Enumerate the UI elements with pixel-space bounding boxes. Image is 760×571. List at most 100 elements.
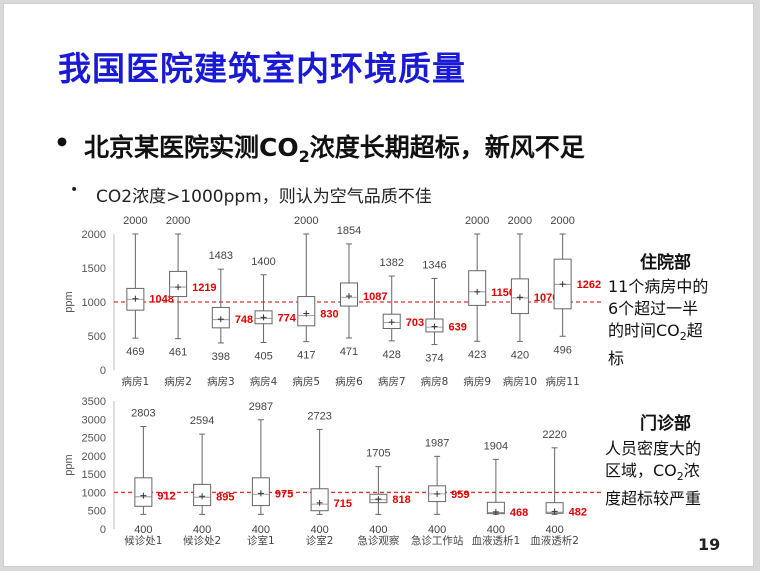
y-tick-label: 1500 <box>82 469 106 481</box>
max-label: 1346 <box>422 259 446 271</box>
outpatient-line-sub: 2 <box>676 470 684 484</box>
category-label: 血液透析1 <box>472 534 521 547</box>
bullet-dot: • <box>54 128 70 157</box>
max-label: 2000 <box>465 215 489 227</box>
outpatient-text: 人员密度大的 区域，CO2浓 度超标较严重 <box>605 438 701 510</box>
inpatient-line: 6个超过一半 <box>608 299 699 318</box>
outpatient-line-a: 区域，CO <box>605 461 677 480</box>
min-label: 400 <box>369 524 387 536</box>
min-label: 400 <box>545 524 563 536</box>
box <box>169 270 188 298</box>
min-label: 469 <box>126 346 144 358</box>
min-label: 400 <box>252 524 270 536</box>
mean-label: 895 <box>216 491 234 503</box>
inpatient-line: 标 <box>608 349 625 369</box>
max-label: 2594 <box>190 415 214 427</box>
y-axis-label: ppm <box>63 291 75 312</box>
category-label: 诊室1 <box>247 534 275 547</box>
category-label: 病房9 <box>463 375 491 388</box>
inpatient-line: 11个病房中的 <box>608 277 709 296</box>
mean-label: 482 <box>569 506 587 518</box>
mean-label: 818 <box>392 494 410 506</box>
y-tick-label: 3500 <box>82 396 106 408</box>
bullet-main-text: 北京某医院实测CO2浓度长期超标，新风不足 <box>84 128 585 166</box>
mean-label: 703 <box>406 317 424 329</box>
outpatient-line: 区域，CO2浓 <box>605 460 701 488</box>
bullet-main-text-b: 浓度长期超标，新风不足 <box>309 133 585 162</box>
category-label: 血液透析2 <box>530 534 579 547</box>
inpatient-heading: 住院部 <box>640 253 691 273</box>
mean-label: 1219 <box>192 282 216 294</box>
min-label: 471 <box>340 346 358 358</box>
y-tick-label: 0 <box>100 524 106 536</box>
mean-label: 959 <box>451 489 469 501</box>
outpatient-line: 人员密度大的 <box>605 439 702 458</box>
bullet-main-text-a: 北京某医院实测CO <box>84 133 299 162</box>
min-label: 400 <box>134 524 152 536</box>
min-label: 428 <box>383 349 401 361</box>
inpatient-line-sub: 2 <box>679 330 687 344</box>
y-tick-label: 0 <box>100 365 106 377</box>
mean-label: 1048 <box>149 294 173 306</box>
min-label: 496 <box>553 344 571 356</box>
min-label: 420 <box>511 349 529 361</box>
category-label: 病房3 <box>207 375 235 388</box>
category-label: 急诊观察 <box>357 534 399 547</box>
category-label: 候诊处2 <box>183 534 221 547</box>
max-label: 2723 <box>307 410 331 422</box>
y-axis-label: ppm <box>63 454 75 475</box>
box <box>310 488 329 512</box>
mean-label: 1070 <box>534 292 558 304</box>
inpatient-line: 的时间CO2超 <box>608 320 708 348</box>
box <box>468 270 487 306</box>
mean-label: 975 <box>275 488 293 500</box>
y-tick-label: 1500 <box>82 263 106 275</box>
max-label: 1382 <box>379 257 403 269</box>
min-label: 400 <box>487 524 505 536</box>
mean-label: 748 <box>235 314 253 326</box>
min-label: 400 <box>193 524 211 536</box>
min-label: 461 <box>169 347 187 359</box>
slide: 我国医院建筑室内环境质量 • 北京某医院实测CO2浓度长期超标，新风不足 • C… <box>3 3 754 567</box>
mean-label: 774 <box>278 312 297 324</box>
max-label: 2987 <box>249 401 273 413</box>
max-label: 1400 <box>251 256 275 268</box>
max-label: 1987 <box>425 437 449 449</box>
min-label: 405 <box>254 350 272 362</box>
max-label: 2000 <box>508 215 532 227</box>
mean-label: 1262 <box>577 279 601 291</box>
y-tick-label: 2000 <box>82 451 106 463</box>
y-tick-label: 500 <box>88 331 106 343</box>
category-label: 病房1 <box>122 375 150 388</box>
y-tick-label: 3000 <box>82 414 106 426</box>
category-label: 病房11 <box>545 375 579 388</box>
category-label: 诊室2 <box>306 534 334 547</box>
max-label: 1705 <box>366 448 390 460</box>
max-label: 1904 <box>484 440 508 452</box>
page-number: 19 <box>698 535 721 554</box>
min-label: 374 <box>425 353 443 365</box>
min-label: 423 <box>468 349 486 361</box>
max-label: 1483 <box>209 250 233 262</box>
min-label: 417 <box>297 350 315 362</box>
max-label: 2000 <box>294 215 318 227</box>
inpatient-line-b: 超 <box>686 321 703 340</box>
category-label: 候诊处1 <box>124 534 162 547</box>
bullet-sub-text: CO2浓度>1000ppm，则认为空气品质不佳 <box>96 187 432 207</box>
mean-label: 468 <box>510 507 528 519</box>
bullet-main-sub: 2 <box>298 147 310 166</box>
mean-label: 1150 <box>491 287 515 299</box>
mean-label: 639 <box>448 322 466 334</box>
category-label: 病房10 <box>503 375 537 388</box>
outpatient-line: 度超标较严重 <box>605 489 702 509</box>
min-label: 400 <box>428 524 446 536</box>
category-label: 病房7 <box>378 375 406 388</box>
boxplot-charts: 0 500 1000 1500 2000 ppm 2000 469 1048 病房1 2000 461… <box>63 215 602 547</box>
y-tick-label: 2000 <box>82 229 106 241</box>
max-label: 2000 <box>550 215 574 227</box>
slide-title: 我国医院建筑室内环境质量 <box>58 49 466 88</box>
category-label: 病房5 <box>292 375 320 388</box>
min-label: 398 <box>212 351 230 363</box>
mean-label: 830 <box>320 309 338 321</box>
inpatient-line-a: 的时间CO <box>608 321 680 340</box>
